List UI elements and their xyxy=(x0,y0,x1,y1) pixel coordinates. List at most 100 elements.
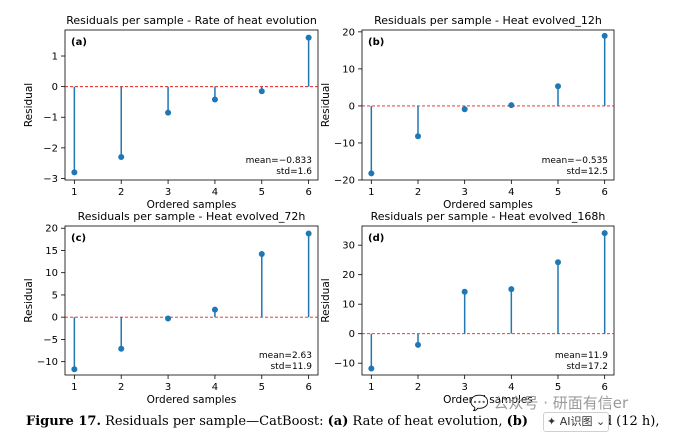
stem-marker xyxy=(601,32,608,39)
stem-marker xyxy=(211,306,218,313)
stem-marker xyxy=(508,286,515,293)
y-axis-label: Residual xyxy=(23,83,35,127)
figure-panels: Residuals per sample - Rate of heat evol… xyxy=(23,14,615,406)
y-tick-label: 10 xyxy=(342,300,355,311)
y-axis-label: Residual xyxy=(320,278,332,322)
x-axis-label: Ordered samples xyxy=(147,199,237,211)
caption-text-b: ed (12 h), xyxy=(596,414,660,429)
mean-annotation: mean=−0.535 xyxy=(542,156,608,166)
x-tick-label: 5 xyxy=(555,187,561,198)
mean-annotation: mean=2.63 xyxy=(259,351,312,361)
stem-marker xyxy=(71,169,78,176)
x-tick-label: 3 xyxy=(461,187,467,198)
y-tick-label: 0 xyxy=(52,313,58,324)
x-tick-label: 3 xyxy=(165,187,171,198)
y-tick-label: −10 xyxy=(37,357,58,368)
x-tick-label: 1 xyxy=(368,187,374,198)
stem-marker xyxy=(461,106,468,113)
chart-panel-2: Residuals per sample - Heat evolved_12h (… xyxy=(320,14,615,211)
stem-marker xyxy=(368,365,375,372)
x-tick-label: 4 xyxy=(212,187,218,198)
std-annotation: std=17.2 xyxy=(566,362,608,372)
x-tick-label: 6 xyxy=(601,382,607,393)
y-tick-label: −10 xyxy=(334,138,355,149)
panel-label: (a) xyxy=(71,37,87,48)
stem-marker xyxy=(258,251,265,258)
stem-marker xyxy=(118,154,125,161)
y-tick-label: 10 xyxy=(45,268,58,279)
stem-marker xyxy=(71,366,78,373)
chart-panel-1: Residuals per sample - Rate of heat evol… xyxy=(23,14,319,211)
stem-marker xyxy=(461,288,468,295)
stem-marker xyxy=(555,259,561,266)
y-tick-label: 15 xyxy=(45,246,58,257)
ai-recognize-button[interactable]: ✦ AI识图 ⌄ xyxy=(543,412,610,432)
x-tick-label: 3 xyxy=(461,382,467,393)
y-axis-label: Residual xyxy=(320,83,332,127)
stem-marker xyxy=(508,102,515,109)
caption-label-a: (a) xyxy=(327,414,349,429)
chart-panel-4: Residuals per sample - Heat evolved_168h… xyxy=(320,210,615,406)
stem-marker xyxy=(118,345,125,352)
stem-marker xyxy=(415,341,421,348)
figure-caption: Figure 17. Residuals per sample—CatBoost… xyxy=(26,413,696,431)
x-tick-label: 3 xyxy=(165,382,171,393)
stem-marker xyxy=(165,109,172,116)
y-tick-label: 0 xyxy=(349,101,355,112)
stem-marker xyxy=(258,88,265,95)
mean-annotation: mean=−0.833 xyxy=(246,156,312,166)
x-tick-label: 6 xyxy=(305,187,311,198)
chart-title: Residuals per sample - Heat evolved_12h xyxy=(374,14,602,27)
caption-label-b: (b) xyxy=(506,414,528,429)
x-tick-label: 2 xyxy=(118,187,124,198)
x-axis-label: Ordered samples xyxy=(147,394,237,406)
stem-marker xyxy=(305,34,312,41)
x-tick-label: 1 xyxy=(71,187,77,198)
plot-frame xyxy=(64,29,319,181)
x-tick-label: 4 xyxy=(212,382,218,393)
y-tick-label: 10 xyxy=(342,64,355,75)
stem-marker xyxy=(211,96,218,103)
x-tick-label: 6 xyxy=(305,382,311,393)
caption-text: Residuals per sample—CatBoost: xyxy=(100,414,328,429)
stem-marker xyxy=(555,83,561,90)
x-tick-label: 4 xyxy=(508,382,514,393)
plot-frame xyxy=(361,29,615,181)
y-tick-label: −20 xyxy=(334,176,355,187)
y-tick-label: −2 xyxy=(43,143,58,154)
stem-marker xyxy=(601,230,608,237)
y-tick-label: 0 xyxy=(52,82,58,93)
y-tick-label: 20 xyxy=(342,270,355,281)
stem-marker xyxy=(305,230,312,237)
caption-text-a: Rate of heat evolution, xyxy=(348,414,507,429)
y-tick-label: −5 xyxy=(43,335,58,346)
stem-marker xyxy=(415,133,421,140)
x-tick-label: 5 xyxy=(259,382,265,393)
y-tick-label: 20 xyxy=(45,224,58,235)
std-annotation: std=11.9 xyxy=(270,362,312,372)
y-tick-label: 0 xyxy=(349,329,355,340)
std-annotation: std=12.5 xyxy=(566,167,608,177)
y-axis-label: Residual xyxy=(23,278,35,322)
chart-title: Residuals per sample - Heat evolved_168h xyxy=(371,210,606,223)
chart-title: Residuals per sample - Heat evolved_72h xyxy=(78,210,306,223)
x-tick-label: 4 xyxy=(508,187,514,198)
panel-label: (c) xyxy=(71,233,86,244)
panel-label: (b) xyxy=(368,37,384,48)
x-tick-label: 2 xyxy=(415,187,421,198)
watermark: 💬 公众号 · 研面有信er xyxy=(470,394,629,412)
panel-label: (d) xyxy=(368,233,384,244)
chart-title: Residuals per sample - Rate of heat evol… xyxy=(66,14,317,27)
x-tick-label: 6 xyxy=(601,187,607,198)
stem-marker xyxy=(368,170,375,177)
plot-frame xyxy=(361,225,615,376)
y-tick-label: 30 xyxy=(342,241,355,252)
x-tick-label: 1 xyxy=(71,382,77,393)
stem-marker xyxy=(165,315,172,322)
y-tick-label: 5 xyxy=(52,290,58,301)
plot-frame xyxy=(64,225,319,376)
y-tick-label: 1 xyxy=(52,52,58,63)
x-tick-label: 1 xyxy=(368,382,374,393)
y-tick-label: −10 xyxy=(334,359,355,370)
x-tick-label: 5 xyxy=(259,187,265,198)
